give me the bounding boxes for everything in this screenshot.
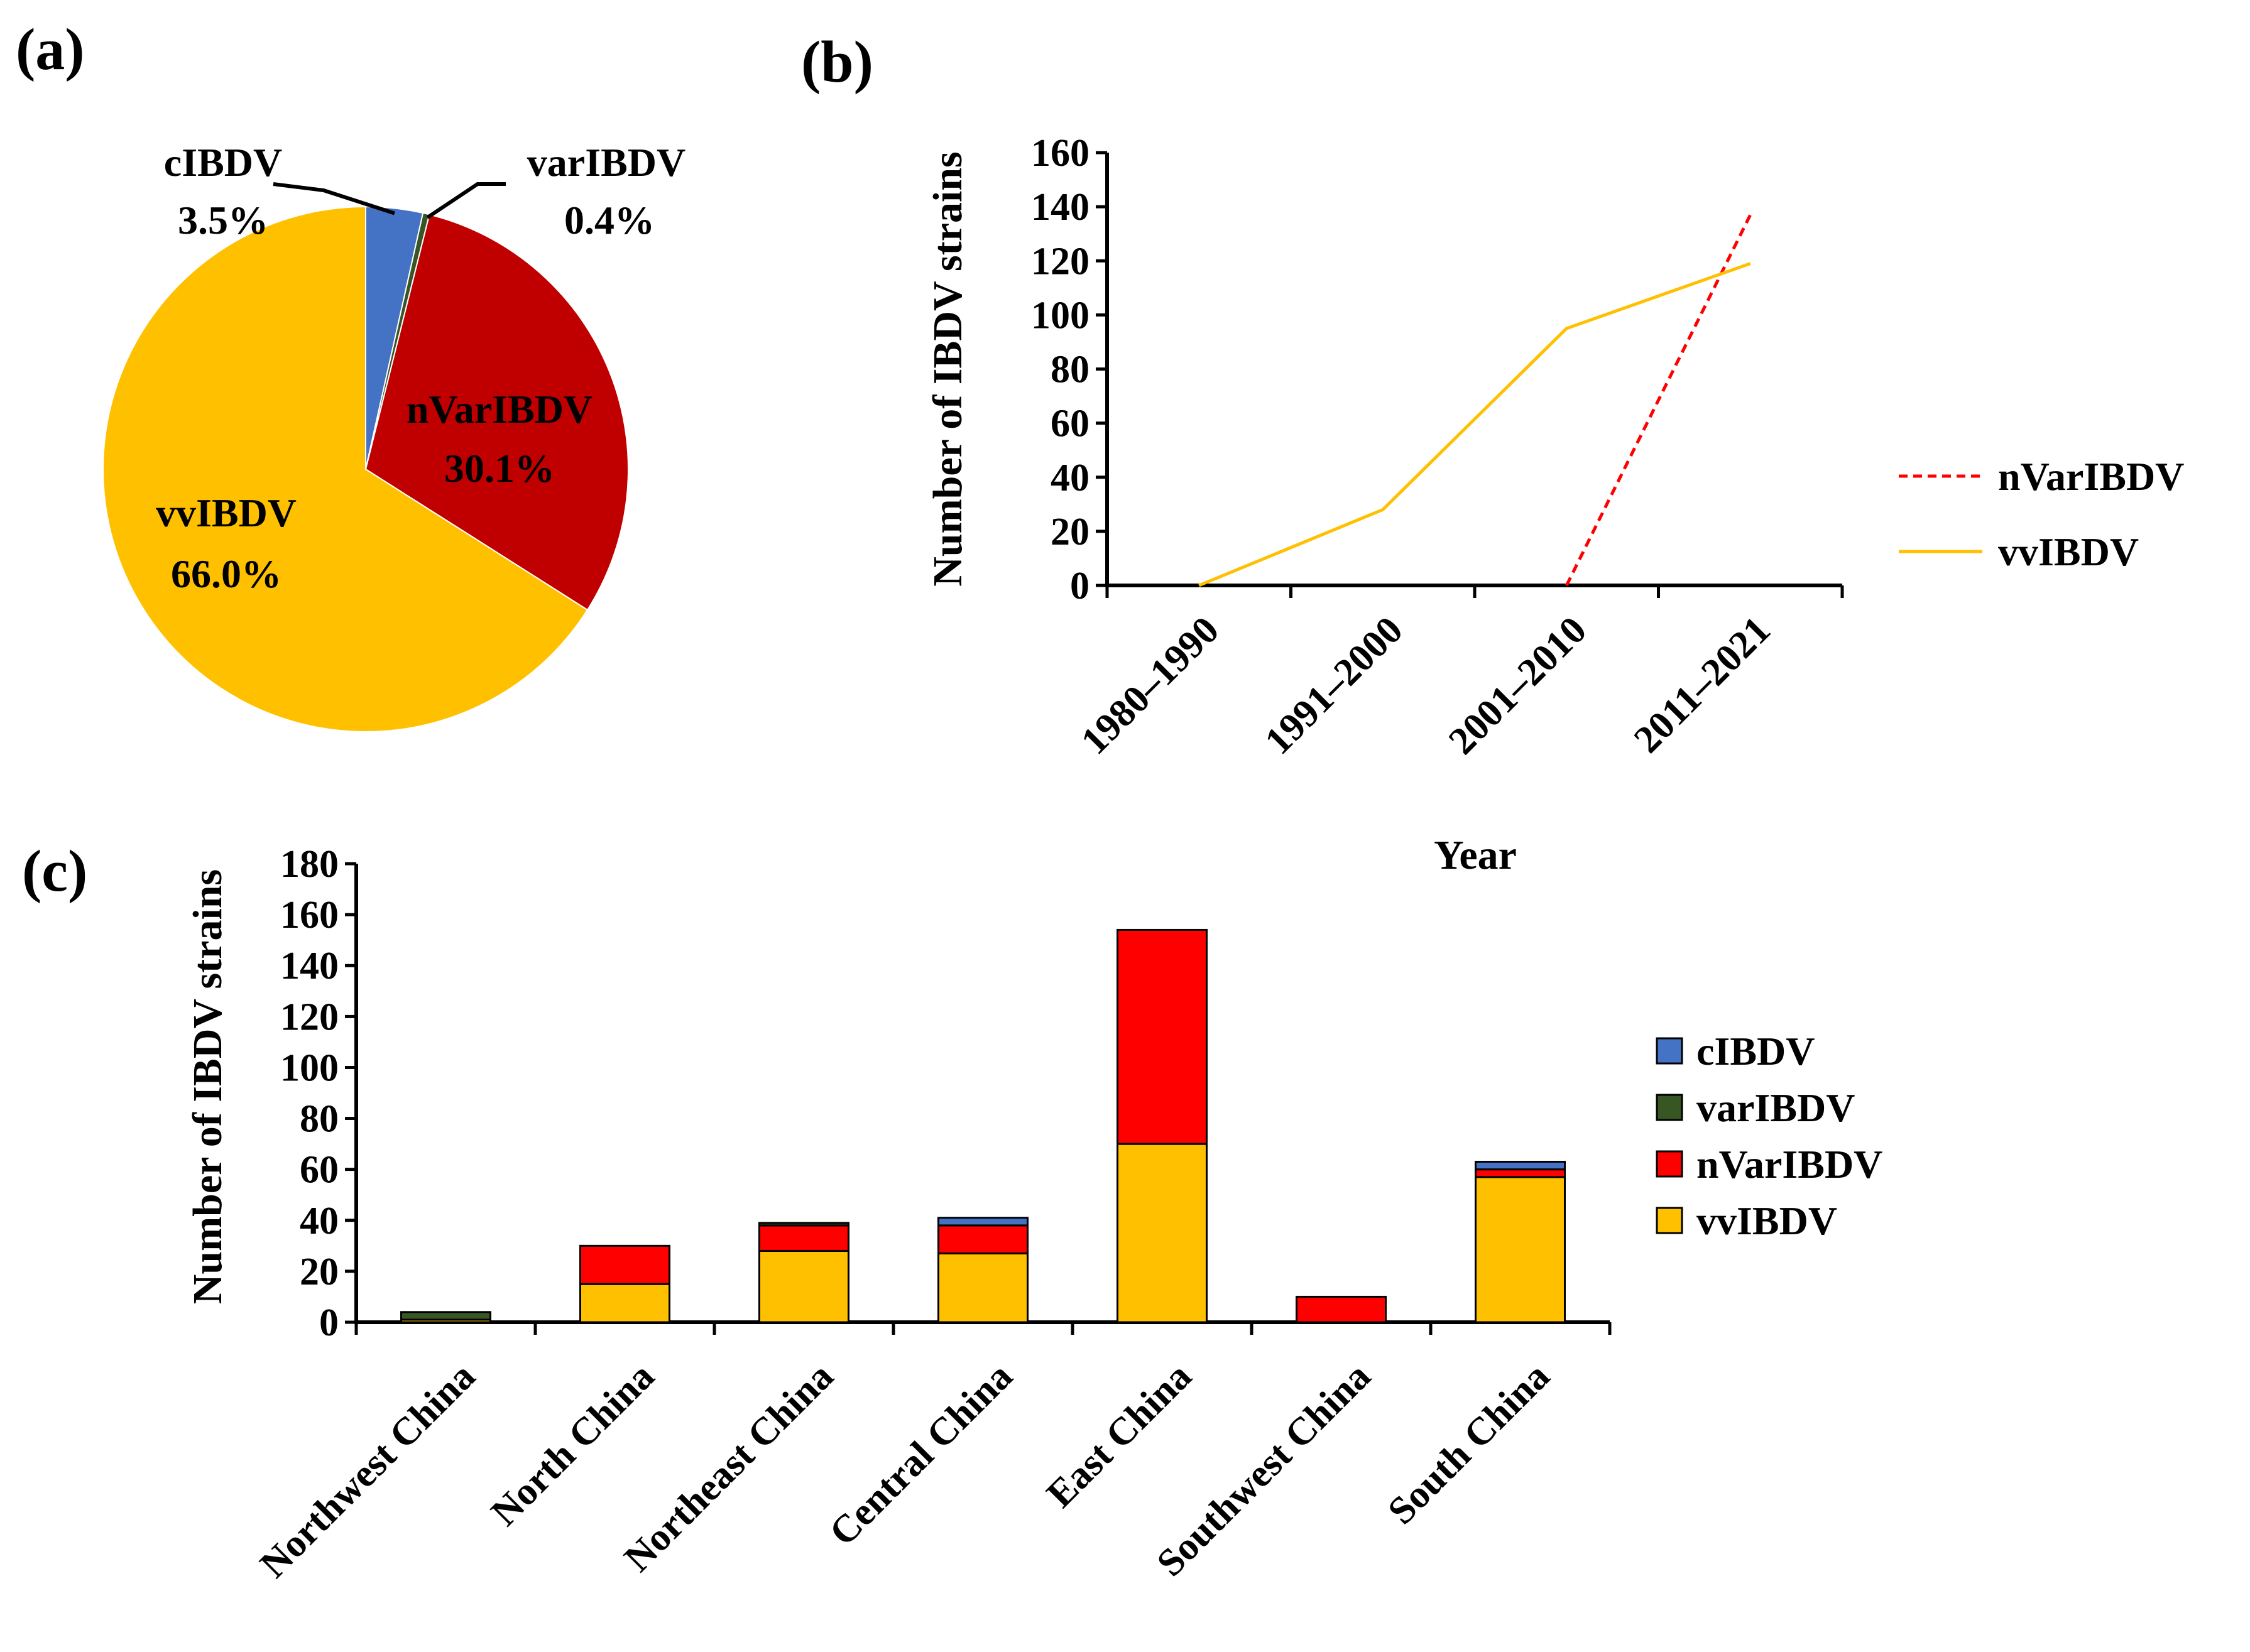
y-tick-label: 40 [1051, 457, 1090, 499]
y-tick-label: 100 [1031, 294, 1090, 337]
legend-label-varibdv: varIBDV [1696, 1085, 1855, 1130]
bar-segment-vvibdv [1117, 1143, 1208, 1323]
pie-leader-varibdv [426, 182, 506, 219]
y-tick-label: 160 [1031, 132, 1090, 175]
bar-segment-nvaribdv [579, 1244, 670, 1285]
y-tick-label: 60 [300, 1149, 339, 1192]
y-tick-label: 160 [280, 894, 339, 937]
bar-segment-nvaribdv [1117, 928, 1208, 1145]
y-tick-label: 140 [280, 945, 339, 987]
y-tick-label: 80 [300, 1098, 339, 1141]
stacked-bar-chart: 0 20 40 60 80 100 120 140 160 180 Northwest China N… [185, 843, 1882, 1586]
legend-label-cibdv: cIBDV [1696, 1029, 1815, 1073]
bar-segment-nvaribdv [1475, 1168, 1566, 1178]
pie-slice-vvibdv [102, 205, 589, 732]
bar-segment-nvaribdv [758, 1224, 849, 1252]
bar-segment-vvibdv [758, 1249, 849, 1323]
bar-segment-cibdv [1475, 1161, 1566, 1171]
y-tick-label: 20 [300, 1251, 339, 1293]
pie-slice-nvaribdv [364, 214, 629, 611]
pie-label-varibdv: varIBDV [527, 140, 685, 185]
pie-value-nvaribdv: 30.1% [444, 446, 555, 491]
legend-label-vvibdv: vvIBDV [1696, 1198, 1837, 1243]
bar-segment-varibdv [758, 1222, 849, 1227]
x-tick-label: Central China [821, 1355, 1020, 1554]
y-tick-label: 0 [1070, 565, 1090, 607]
x-tick-label: East China [1039, 1355, 1199, 1516]
pie-value-varibdv: 0.4% [564, 198, 655, 242]
panel-label-b: (b) [801, 30, 873, 95]
y-tick-label: 120 [280, 996, 339, 1038]
x-tick-label: 1991–2000 [1257, 609, 1411, 763]
x-tick-label: North China [483, 1355, 663, 1535]
x-tick-label: 2011–2021 [1626, 609, 1779, 761]
legend-label-vvibdv: vvIBDV [1998, 530, 2139, 574]
x-axis-title: Year [1434, 832, 1517, 878]
series-line-vvibdv [1198, 262, 1751, 587]
pie-label-vvibdv: vvIBDV [156, 491, 297, 535]
pie-chart: cIBDV 3.5% varIBDV 0.4% nVarIBDV 30.1% vvIBDV 6… [102, 140, 685, 732]
panel-label-c: (c) [22, 839, 87, 904]
y-axis-title: Number of IBDV strains [185, 869, 231, 1304]
legend-swatch-varibdv [1656, 1094, 1683, 1121]
bar-segment-vvibdv [937, 1253, 1029, 1323]
y-tick-label: 80 [1051, 349, 1090, 391]
y-tick-label: 0 [319, 1301, 339, 1344]
x-tick-label: 2001–2010 [1441, 609, 1595, 763]
bar-segment-nvaribdv [1296, 1295, 1387, 1323]
y-tick-label: 40 [300, 1200, 339, 1242]
x-tick-label: Northwest China [252, 1355, 483, 1586]
bar-segment-varibdv [400, 1311, 491, 1321]
y-axis-title: Number of IBDV strains [925, 151, 971, 586]
pie-label-cibdv: cIBDV [164, 140, 282, 185]
legend-swatch-cibdv [1656, 1037, 1683, 1065]
bar-segment-nvaribdv [937, 1224, 1029, 1255]
pie-label-nvaribdv: nVarIBDV [407, 387, 593, 432]
y-tick-label: 120 [1031, 240, 1090, 283]
y-tick-label: 100 [280, 1046, 339, 1089]
y-tick-label: 60 [1051, 403, 1090, 445]
y-tick-label: 20 [1051, 511, 1090, 553]
x-tick-label: South China [1380, 1355, 1558, 1533]
panel-label-a: (a) [16, 17, 85, 82]
legend-label-nvaribdv: nVarIBDV [1696, 1142, 1882, 1187]
x-tick-label: 1980–1990 [1073, 609, 1227, 763]
legend-swatch-nvaribdv [1656, 1150, 1683, 1178]
bar-segment-vvibdv [1475, 1176, 1566, 1323]
pie-value-cibdv: 3.5% [178, 198, 268, 242]
pie-value-vvibdv: 66.0% [171, 552, 281, 596]
y-tick-label: 180 [280, 843, 339, 886]
series-line-nvaribdv [1565, 214, 1752, 587]
legend-swatch-vvibdv [1656, 1207, 1683, 1234]
pie-leader-cibdv [273, 182, 395, 215]
bar-segment-cibdv [937, 1217, 1029, 1227]
legend-label-nvaribdv: nVarIBDV [1998, 454, 2184, 499]
y-tick-label: 140 [1031, 186, 1090, 229]
bar-segment-vvibdv [579, 1283, 670, 1323]
